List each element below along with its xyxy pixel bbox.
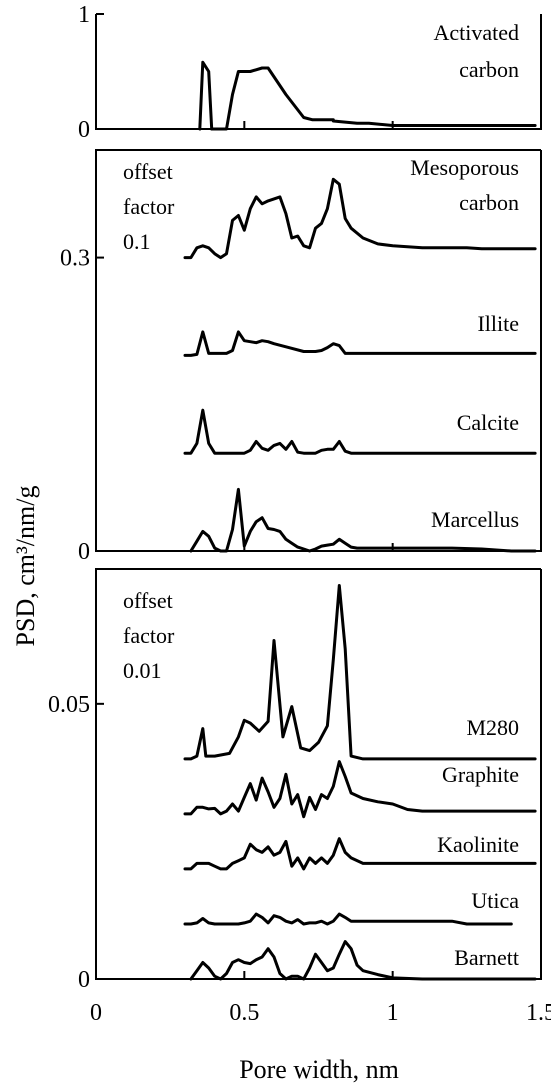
y-tick-label: 0 [78, 117, 90, 143]
series-label: Graphite [442, 762, 519, 787]
series-label: carbon [459, 57, 519, 82]
series-line-activated-carbon [198, 60, 537, 131]
series-label: carbon [459, 190, 519, 215]
chart-panels: 0 1 Activated carbon 0 0.3 offset factor 0.1 Meso… [48, 2, 542, 993]
series-label: Calcite [457, 410, 519, 435]
x-tick-label: 0 [90, 1000, 102, 1026]
series-label: Marcellus [431, 507, 519, 532]
y-axis-title: PSD, cm³/nm/g [11, 486, 40, 647]
series-line-illite [183, 330, 537, 357]
y-tick-label: 0 [78, 967, 90, 993]
series-line-mesoporous-carbon [183, 177, 537, 260]
series-label: Kaolinite [437, 832, 519, 857]
y-tick-label: 0 [78, 539, 90, 565]
offset-annotation: factor [123, 194, 175, 219]
panel-offset-0.01: 0 0.05 offset factor 0.01 M280 Graphite Kaolini… [48, 568, 542, 993]
x-axis-title: Pore width, nm [239, 1055, 399, 1084]
series-label: Mesoporous [410, 155, 519, 180]
x-tick-label: 1 [387, 1000, 399, 1026]
offset-annotation: 0.1 [123, 229, 151, 254]
y-tick-label: 1 [78, 2, 90, 28]
panel-frame [95, 14, 542, 130]
x-axis: 0 0.5 1 1.5 [90, 121, 551, 1026]
series-label: Illite [477, 311, 519, 336]
offset-annotation: factor [123, 623, 175, 648]
series-line-barnett [189, 940, 537, 981]
panel-offset-0.1: 0 0.3 offset factor 0.1 Mesoporous carbon Illit… [60, 149, 542, 565]
offset-annotation: offset [123, 159, 173, 184]
x-tick-label: 1.5 [526, 1000, 551, 1026]
series-line-marcellus [189, 487, 537, 553]
series-line-m280 [183, 584, 537, 761]
offset-annotation: 0.01 [123, 658, 162, 683]
series-label: M280 [466, 715, 519, 740]
series-line-graphite [183, 760, 537, 819]
series-label: Utica [471, 888, 519, 913]
panel-activated: 0 1 Activated carbon [78, 2, 542, 143]
series-line-calcite [183, 408, 537, 455]
series-line-utica [183, 912, 513, 926]
offset-annotation: offset [123, 588, 173, 613]
series-line-kaolinite [183, 837, 537, 871]
series-label: Activated [433, 20, 519, 45]
y-tick-label: 0.05 [48, 692, 90, 718]
series-label: Barnett [454, 945, 519, 970]
y-tick-label: 0.3 [60, 246, 90, 272]
x-tick-label: 0.5 [229, 1000, 259, 1026]
